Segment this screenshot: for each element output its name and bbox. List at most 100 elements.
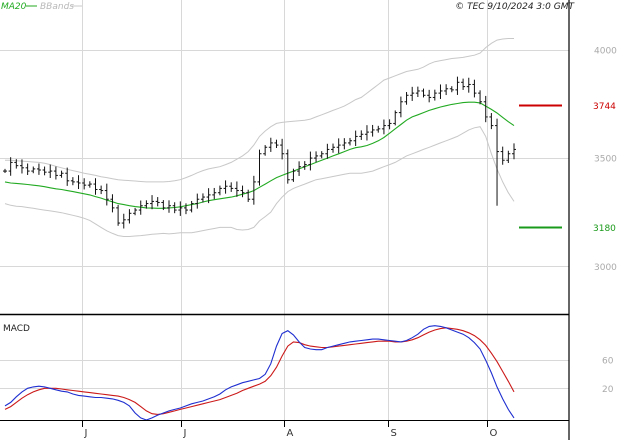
price-bar (161, 200, 166, 211)
price-bar (183, 203, 188, 215)
resistance-label: 3744 (593, 102, 616, 112)
support-label: 3180 (593, 224, 616, 234)
price-bar (444, 84, 449, 96)
price-bar (432, 89, 437, 101)
price-bar (297, 161, 302, 176)
price-bar (251, 175, 256, 205)
price-bar (483, 95, 488, 123)
x-tick-label: J (84, 428, 88, 439)
price-bar (200, 193, 205, 203)
price-bar (133, 207, 138, 216)
price-bar (3, 168, 7, 174)
x-tick-label: J (183, 428, 187, 439)
price-bar (19, 159, 24, 174)
macd-axis-label: 20 (602, 385, 614, 395)
price-bar (229, 182, 234, 192)
price-bar (82, 178, 87, 190)
price-bar (381, 119, 386, 135)
price-axis-label: 4000 (594, 46, 617, 56)
ma20-path (4, 101, 515, 209)
gridlines (0, 0, 569, 420)
price-bar (14, 159, 19, 169)
price-bar (342, 138, 347, 150)
ma20-line (4, 101, 515, 209)
price-bar (121, 213, 126, 229)
price-bar (319, 151, 324, 159)
price-bar (461, 78, 466, 90)
price-bar (257, 149, 262, 186)
price-bar (359, 130, 364, 140)
price-bar (53, 166, 58, 180)
price-bar (110, 194, 115, 213)
price-bar (87, 181, 92, 188)
price-bar (240, 185, 245, 198)
price-bars (3, 76, 516, 229)
price-axis-label: 3000 (594, 263, 617, 273)
price-bar (93, 178, 98, 195)
price-bar (387, 119, 392, 130)
macd-axis-label: 60 (602, 357, 614, 367)
price-bar (393, 110, 398, 126)
price-bar (25, 163, 30, 175)
price-bar (449, 86, 454, 93)
x-tick-label: O (490, 428, 498, 439)
price-bar (263, 145, 268, 156)
price-bar (189, 200, 194, 213)
price-bar (512, 143, 516, 160)
price-bar (246, 189, 251, 202)
price-bar (234, 181, 239, 197)
price-bar (274, 139, 279, 149)
header: MA20 BBands © TEC 9/10/2024 3:0 GMT (1, 2, 576, 12)
price-bar (285, 149, 290, 184)
price-bar (455, 76, 460, 95)
price-bar (415, 86, 420, 98)
price-bar (427, 89, 432, 103)
price-bar (59, 170, 64, 178)
price-bar (42, 166, 47, 176)
price-bar (99, 185, 104, 195)
levels: 3744 3180 (519, 102, 616, 234)
x-tick-label: A (287, 428, 294, 439)
price-bar (398, 96, 403, 118)
price-bar (331, 143, 336, 153)
price-axis-label: 3500 (594, 155, 617, 165)
price-bar (65, 167, 70, 186)
price-bar (308, 151, 313, 171)
price-bar (466, 77, 471, 93)
price-bar (155, 197, 160, 207)
price-bar (167, 200, 172, 213)
price-bar (36, 163, 41, 175)
price-bar (195, 193, 200, 209)
price-bar (495, 118, 500, 206)
price-bar (76, 175, 81, 190)
price-bar (302, 161, 307, 170)
price-bar (291, 168, 296, 182)
price-bar (178, 201, 183, 216)
price-bar (138, 200, 143, 215)
price-bar (421, 88, 426, 98)
price-bar (116, 204, 121, 226)
price-bar (376, 125, 381, 133)
price-bar (150, 195, 155, 210)
price-bar (353, 130, 358, 147)
price-bar (127, 209, 132, 224)
price-bar (70, 177, 75, 186)
ma20-legend: MA20 (1, 2, 27, 12)
price-bar (223, 180, 228, 194)
price-bar (506, 150, 511, 163)
macd-title: MACD (3, 324, 30, 334)
upper-band (5, 38, 514, 183)
price-bar (206, 188, 211, 204)
price-bar (347, 137, 352, 146)
copyright: © TEC 9/10/2024 3:0 GMT (455, 2, 575, 12)
y-axis-labels: 4000 3500 3000 60 20 (594, 46, 617, 395)
macd-lines (4, 325, 515, 421)
price-bar (314, 151, 319, 163)
macd-line (4, 325, 515, 421)
price-bar (144, 200, 149, 209)
price-bar (268, 137, 273, 152)
price-bar (212, 187, 217, 200)
